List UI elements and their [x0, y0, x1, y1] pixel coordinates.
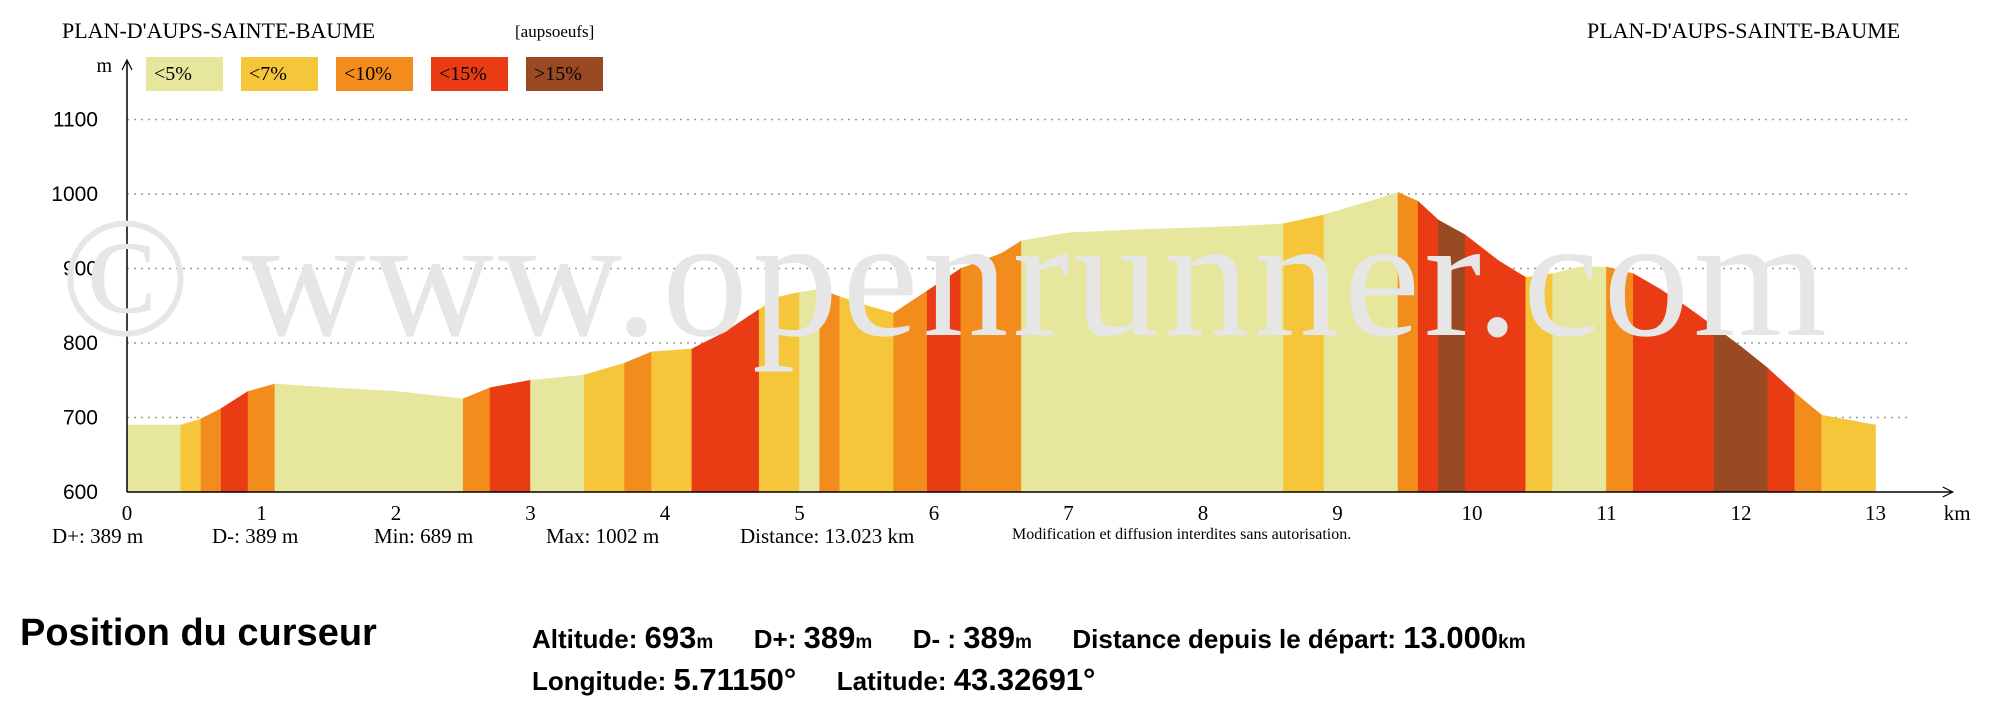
end-title: PLAN-D'AUPS-SAINTE-BAUME — [1587, 18, 1901, 43]
legend-item-lt15: <15% — [431, 57, 508, 91]
profile-segment — [530, 374, 585, 493]
distance-unit: km — [1498, 632, 1526, 653]
legend-item-lt5: <5% — [146, 57, 223, 91]
dminus-label: D- : — [912, 624, 957, 654]
y-tick-label: 1000 — [51, 183, 98, 206]
profile-segment — [1767, 367, 1796, 493]
start-title: PLAN-D'AUPS-SAINTE-BAUME — [62, 18, 376, 43]
x-axis-arrow — [1942, 486, 1955, 498]
y-tick-label: 1100 — [53, 109, 98, 132]
grade-legend: <5% <7% <10% <15% >15% — [146, 57, 603, 91]
x-tick-label: 1 — [256, 501, 267, 520]
stat-d-plus: D+: 389 m — [52, 524, 144, 548]
legend-item-gt15: >15% — [526, 57, 603, 91]
stat-max: Max: 1002 m — [546, 524, 660, 548]
legend-item-lt10: <10% — [336, 57, 413, 91]
x-tick-label: 9 — [1332, 501, 1343, 520]
x-axis-label: km — [1944, 501, 1971, 520]
profile-segment — [247, 383, 276, 493]
longitude-value: 5.71150° — [673, 662, 797, 697]
dminus-unit: m — [1015, 632, 1032, 653]
stat-d-minus: D-: 389 m — [212, 524, 299, 548]
dplus-value: 389 — [803, 620, 856, 655]
y-tick-label: 800 — [63, 332, 98, 355]
y-axis-arrow — [121, 58, 133, 71]
profile-segment — [200, 408, 222, 493]
legend-item-lt7: <7% — [241, 57, 318, 91]
x-tick-label: 3 — [525, 501, 536, 520]
altitude-label: Altitude: — [532, 624, 638, 654]
route-tag: [aupsoeufs] — [515, 22, 595, 41]
x-tick-label: 2 — [391, 501, 402, 520]
profile-segment — [274, 383, 330, 493]
x-tick-label: 7 — [1063, 501, 1074, 520]
dplus-unit: m — [855, 632, 873, 653]
profile-segment — [462, 387, 491, 493]
x-tick-label: 11 — [1596, 501, 1616, 520]
copyright-note: Modification et diffusion interdites san… — [1012, 526, 1352, 543]
dminus-value: 389 — [963, 620, 1016, 655]
x-tick-label: 5 — [794, 501, 805, 520]
profile-segment — [489, 379, 531, 493]
x-tick-label: 6 — [929, 501, 940, 520]
distance-label: Distance depuis le départ: — [1072, 624, 1397, 654]
profile-segment — [583, 362, 625, 493]
stat-min: Min: 689 m — [374, 524, 474, 548]
x-tick-label: 13 — [1865, 501, 1886, 520]
cursor-line-2: Longitude: 5.71150° Latitude: 43.32691° — [532, 662, 1095, 698]
altitude-value: 693 — [644, 620, 697, 655]
distance-value: 13.000 — [1403, 620, 1499, 655]
y-tick-label: 900 — [63, 258, 98, 281]
x-tick-label: 12 — [1731, 501, 1752, 520]
altitude-unit: m — [696, 632, 714, 653]
latitude-label: Latitude: — [836, 666, 947, 696]
profile-segment — [180, 418, 202, 493]
profile-segment — [328, 387, 397, 493]
x-tick-label: 8 — [1198, 501, 1209, 520]
longitude-label: Longitude: — [532, 666, 667, 696]
profile-segment — [395, 391, 464, 493]
y-tick-label: 600 — [63, 481, 98, 504]
dplus-label: D+: — [753, 624, 797, 654]
profile-segment — [1821, 414, 1876, 493]
profile-segment — [126, 424, 182, 493]
y-axis-label: m — [96, 55, 112, 77]
x-tick-label: 10 — [1462, 501, 1483, 520]
profile-segment — [1794, 392, 1822, 493]
x-tick-label: 0 — [122, 501, 133, 520]
latitude-value: 43.32691° — [953, 662, 1096, 697]
cursor-line-1: Altitude: 693m D+: 389m D- : 389m Distan… — [532, 620, 1526, 656]
x-tick-label: 4 — [660, 501, 671, 520]
stat-distance: Distance: 13.023 km — [740, 524, 915, 548]
y-tick-label: 700 — [63, 407, 98, 430]
watermark: © www.openrunner.com — [60, 183, 1832, 373]
profile-segment — [220, 390, 249, 493]
cursor-title: Position du curseur — [20, 612, 377, 654]
